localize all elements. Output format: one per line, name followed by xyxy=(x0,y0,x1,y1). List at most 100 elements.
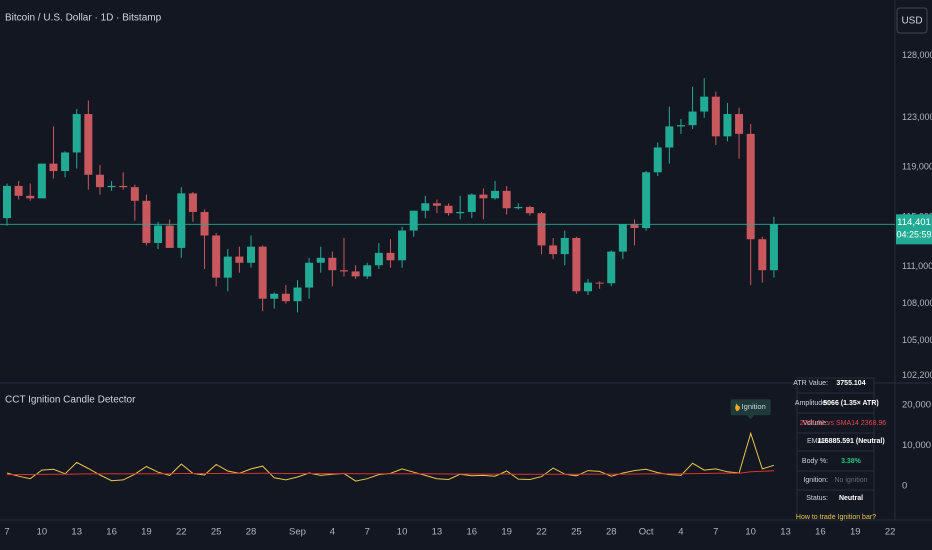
candle-body xyxy=(421,203,430,211)
candle-body xyxy=(723,114,732,137)
x-tick-label: 4 xyxy=(330,527,335,538)
y-tick-label: 102,200 xyxy=(902,370,932,380)
y-tick-label: 119,000 xyxy=(902,162,932,172)
x-tick-label: 16 xyxy=(106,527,117,538)
x-tick-label: 10 xyxy=(397,527,408,538)
table-key: EMA8: xyxy=(807,438,828,445)
table-value: Neutral xyxy=(839,495,863,502)
candle-body xyxy=(37,163,46,199)
annotation-label: Ignition xyxy=(742,402,766,411)
x-tick-label: 13 xyxy=(432,527,443,538)
candle-body xyxy=(316,257,325,263)
x-tick-label: 13 xyxy=(71,527,82,538)
candle-body xyxy=(328,257,337,271)
y-tick-label: 0 xyxy=(902,480,907,491)
y-tick-label: 108,000 xyxy=(902,298,932,308)
candle-body xyxy=(293,287,302,302)
candle-body xyxy=(479,194,488,199)
candle-body xyxy=(595,282,604,284)
x-tick-label: 22 xyxy=(536,527,547,538)
flame-icon xyxy=(735,403,740,412)
annotation-box xyxy=(730,399,771,416)
candle-body xyxy=(49,163,58,172)
indicator-title: CCT Ignition Candle Detector xyxy=(5,395,136,406)
table-key: Volume: xyxy=(803,420,828,427)
table-key: ATR Value: xyxy=(793,380,828,387)
table-value: 5066 (1.35× ATR) xyxy=(823,400,878,407)
candle-body xyxy=(14,185,23,196)
candle-body xyxy=(247,246,256,263)
candle-body xyxy=(119,185,128,188)
x-tick-label: 19 xyxy=(501,527,512,538)
candle-body xyxy=(525,206,534,214)
candle-body xyxy=(72,114,81,153)
candle-body xyxy=(711,96,720,137)
last-price-label: 114,401 xyxy=(897,217,931,228)
table-value: 3.38% xyxy=(841,458,862,465)
x-tick-label: 22 xyxy=(885,527,896,538)
candle-body xyxy=(374,252,383,266)
candle-body xyxy=(3,185,11,219)
candle-body xyxy=(642,172,651,229)
indicator-line xyxy=(6,470,774,476)
table-key: Amplitude: xyxy=(795,400,828,407)
x-tick-label: 19 xyxy=(141,527,152,538)
candle-body xyxy=(130,187,139,201)
candle-body xyxy=(386,252,395,261)
table-footer: How to trade Ignition bar? xyxy=(796,514,876,521)
candle-body xyxy=(537,213,546,246)
y-tick-label: 105,000 xyxy=(902,335,932,345)
candle-body xyxy=(502,190,511,209)
table-value: No ignition xyxy=(834,477,867,484)
candle-body xyxy=(549,245,558,255)
candle-body xyxy=(630,224,639,229)
currency-label[interactable]: USD xyxy=(901,16,922,27)
x-tick-label: 25 xyxy=(571,527,582,538)
candle-body xyxy=(653,147,662,173)
info-table: ATR Value: 3755.104 Amplitude:5066 (1.35× … xyxy=(793,377,887,521)
last-price-box xyxy=(896,214,932,245)
candle-body xyxy=(676,125,685,127)
candle-body xyxy=(281,293,290,302)
table-box xyxy=(796,377,875,521)
x-tick-label: 7 xyxy=(365,527,370,538)
x-tick-label: 10 xyxy=(37,527,48,538)
candle-body xyxy=(398,230,407,261)
candle-body xyxy=(618,224,627,252)
annotation-pointer xyxy=(746,415,755,420)
x-tick-label: 16 xyxy=(815,527,826,538)
chart-title: Bitcoin / U.S. Dollar · 1D · Bitstamp xyxy=(5,13,162,24)
candle-body xyxy=(758,239,767,271)
candle-body xyxy=(467,194,476,212)
candle-body xyxy=(154,225,163,243)
y-tick-label: 128,000 xyxy=(902,50,932,60)
currency-button[interactable] xyxy=(896,7,928,34)
x-tick-label: 4 xyxy=(678,527,683,538)
table-key: Body %: xyxy=(802,458,828,465)
candle-body xyxy=(409,210,418,231)
table-key: Ignition: xyxy=(803,477,828,484)
x-tick-label: 28 xyxy=(246,527,257,538)
candle-body xyxy=(351,271,360,277)
x-tick-label: 22 xyxy=(176,527,187,538)
candle-body xyxy=(26,195,35,199)
candle-body xyxy=(735,114,744,134)
x-tick-label: 16 xyxy=(467,527,478,538)
candle-body xyxy=(363,265,372,277)
table-value: 2241.61 vs SMA14 2368.96 xyxy=(800,420,887,427)
x-tick-label: Sep xyxy=(289,527,306,538)
x-tick-label: 7 xyxy=(713,527,718,538)
x-tick-label: 7 xyxy=(4,527,9,538)
candle-body xyxy=(607,251,616,284)
candle-body xyxy=(84,114,93,175)
candle-body xyxy=(456,211,465,214)
candle-body xyxy=(584,282,592,292)
candle-body xyxy=(514,206,523,209)
table-key: Status: xyxy=(806,495,828,502)
x-tick-label: 10 xyxy=(745,527,756,538)
table-value: 116885.591 (Neutral) xyxy=(817,438,884,445)
candle-body xyxy=(339,270,348,272)
candle-body xyxy=(177,193,186,248)
